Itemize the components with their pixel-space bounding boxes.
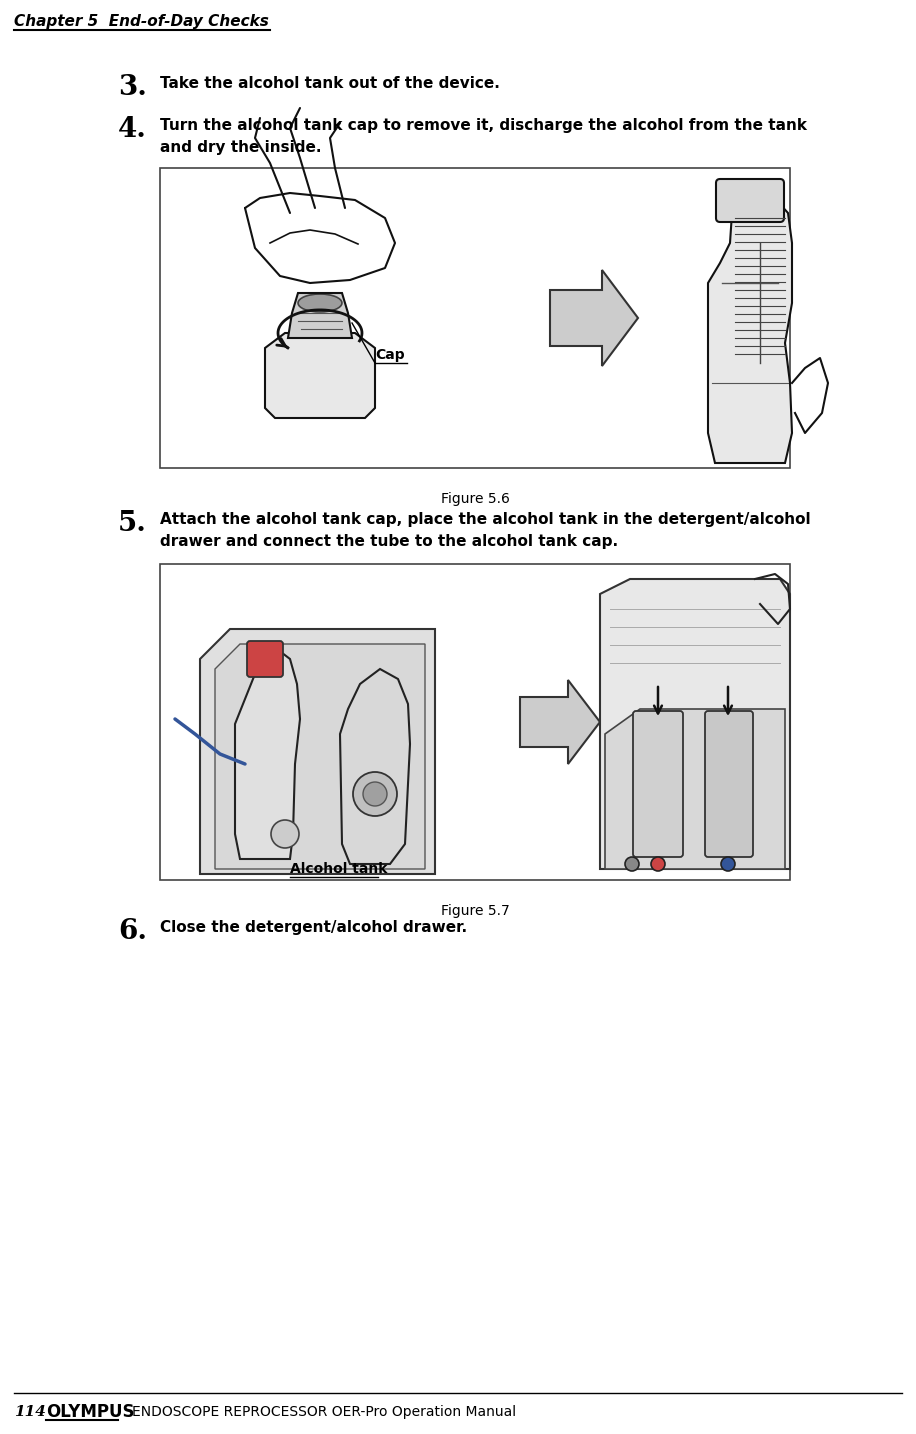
Bar: [160, 564, 790, 880]
Text: Close the detergent/alcohol drawer.: Close the detergent/alcohol drawer.: [160, 921, 467, 935]
Polygon shape: [215, 644, 425, 869]
Text: 6.: 6.: [118, 918, 147, 945]
Polygon shape: [605, 708, 785, 869]
Circle shape: [625, 858, 639, 870]
Circle shape: [721, 858, 735, 870]
Text: 114: 114: [14, 1405, 46, 1420]
Circle shape: [353, 771, 397, 816]
Text: Cap: Cap: [375, 348, 405, 361]
Polygon shape: [235, 650, 300, 859]
Circle shape: [651, 858, 665, 870]
Circle shape: [271, 820, 299, 847]
FancyBboxPatch shape: [247, 641, 283, 677]
Polygon shape: [200, 630, 435, 873]
Text: drawer and connect the tube to the alcohol tank cap.: drawer and connect the tube to the alcoh…: [160, 533, 618, 549]
Text: Attach the alcohol tank cap, place the alcohol tank in the detergent/alcohol: Attach the alcohol tank cap, place the a…: [160, 512, 811, 528]
Text: Figure 5.7: Figure 5.7: [441, 903, 509, 918]
Text: Chapter 5  End-of-Day Checks: Chapter 5 End-of-Day Checks: [14, 14, 269, 29]
Text: and dry the inside.: and dry the inside.: [160, 141, 322, 155]
Polygon shape: [550, 270, 638, 366]
Text: Take the alcohol tank out of the device.: Take the alcohol tank out of the device.: [160, 76, 500, 90]
Text: ENDOSCOPE REPROCESSOR OER-Pro Operation Manual: ENDOSCOPE REPROCESSOR OER-Pro Operation …: [132, 1405, 516, 1420]
Polygon shape: [708, 194, 792, 463]
Text: 5.: 5.: [118, 511, 147, 536]
Text: Turn the alcohol tank cap to remove it, discharge the alcohol from the tank: Turn the alcohol tank cap to remove it, …: [160, 118, 807, 133]
FancyBboxPatch shape: [716, 179, 784, 222]
Text: OLYMPUS: OLYMPUS: [46, 1402, 135, 1421]
Polygon shape: [340, 670, 410, 865]
Text: Figure 5.6: Figure 5.6: [441, 492, 509, 506]
Polygon shape: [600, 579, 790, 869]
Polygon shape: [265, 333, 375, 417]
Text: 3.: 3.: [118, 75, 147, 100]
FancyBboxPatch shape: [705, 711, 753, 858]
Ellipse shape: [298, 294, 342, 313]
Polygon shape: [520, 680, 600, 764]
Text: 4.: 4.: [118, 116, 147, 143]
Text: Alcohol tank: Alcohol tank: [290, 862, 387, 876]
Polygon shape: [288, 293, 352, 338]
Circle shape: [363, 782, 387, 806]
Bar: [160, 168, 790, 467]
FancyBboxPatch shape: [633, 711, 683, 858]
